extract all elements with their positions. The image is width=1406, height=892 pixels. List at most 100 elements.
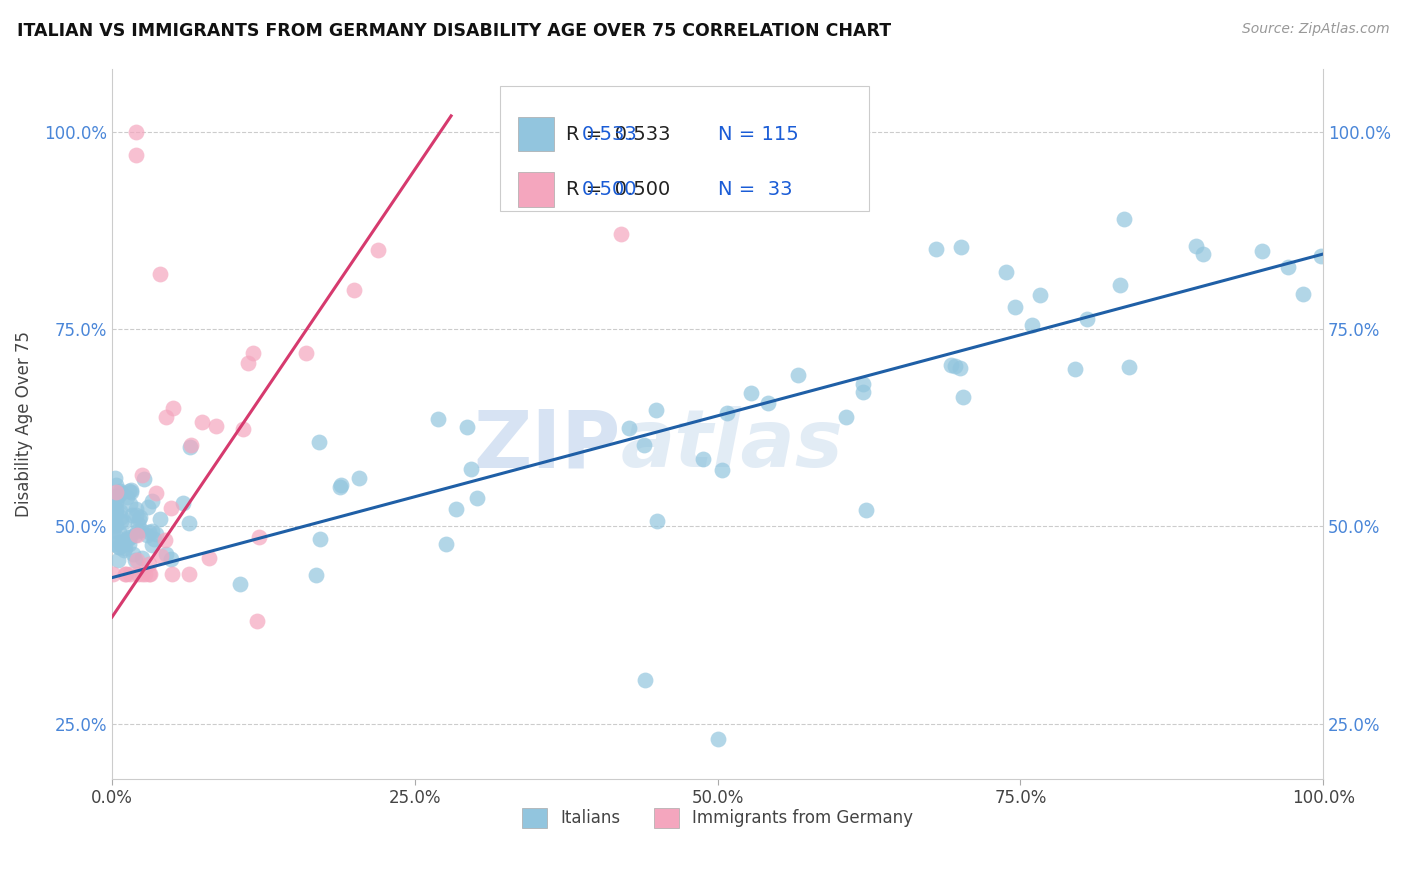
Point [110,509,132,524]
Point [103,495,125,509]
FancyBboxPatch shape [499,87,869,211]
Point [112,516,135,530]
Point [107,490,129,504]
Point [122,547,145,561]
Point [110,514,132,528]
Point [121,508,143,522]
Point [120,484,142,499]
Point [103,497,125,511]
Point [634,673,657,688]
Point [104,491,127,505]
Point [103,537,125,551]
Point [952,390,974,404]
Point [103,516,125,530]
Point [740,385,762,400]
Point [127,528,149,542]
Point [117,490,139,504]
Point [131,467,153,482]
Point [1004,300,1026,314]
Point [110,484,132,499]
Point [852,384,875,399]
Point [855,503,877,517]
Point [308,435,330,450]
Point [105,478,128,492]
Point [706,732,728,747]
Point [177,566,200,581]
Point [129,523,152,537]
Point [179,440,201,454]
Point [1277,260,1299,274]
Point [434,537,457,551]
Point [125,148,148,162]
Point [110,486,132,500]
Point [107,552,129,566]
Point [118,537,141,551]
Bar [517,118,554,152]
Point [104,508,127,522]
Text: R =  0.500: R = 0.500 [567,180,671,199]
Point [118,483,141,498]
Point [104,495,127,509]
Point [141,494,163,508]
Point [786,368,808,382]
Point [108,504,131,518]
Point [1029,288,1052,302]
Text: 0.500: 0.500 [582,180,637,199]
Text: ZIP: ZIP [474,406,620,484]
Point [128,512,150,526]
Point [160,566,183,581]
Point [127,553,149,567]
Point [117,532,139,546]
Point [129,510,152,524]
Point [939,358,962,372]
Point [103,566,125,581]
Point [347,471,370,485]
Point [141,538,163,552]
Point [108,541,131,555]
Point [1118,360,1140,375]
Point [1292,286,1315,301]
Point [1191,247,1213,261]
Point [232,422,254,436]
Point [204,418,226,433]
Point [159,500,181,515]
Point [330,478,353,492]
Point [1021,318,1043,332]
Point [852,377,875,392]
Point [943,359,966,373]
Point [756,396,779,410]
Point [103,517,125,532]
Point [125,501,148,516]
Point [138,524,160,539]
Point [465,491,488,506]
Point [108,535,131,549]
Point [155,547,177,561]
Point [198,550,221,565]
Text: ITALIAN VS IMMIGRANTS FROM GERMANY DISABILITY AGE OVER 75 CORRELATION CHART: ITALIAN VS IMMIGRANTS FROM GERMANY DISAB… [17,22,891,40]
Point [427,412,450,426]
Point [142,532,165,546]
Point [949,361,972,376]
Point [456,419,478,434]
Point [145,485,167,500]
Point [136,500,159,515]
Point [138,558,160,572]
Point [118,497,141,511]
Point [115,566,138,581]
Text: N = 115: N = 115 [717,125,799,144]
Point [149,512,172,526]
Point [110,537,132,551]
Point [105,504,128,518]
Point [711,463,734,477]
Point [924,242,946,256]
Point [149,267,172,281]
Legend: Italians, Immigrants from Germany: Italians, Immigrants from Germany [516,801,920,835]
Text: atlas: atlas [620,406,844,484]
Point [125,125,148,139]
Point [131,566,153,581]
Point [114,566,136,581]
Point [124,528,146,542]
Point [633,438,655,452]
Point [367,243,389,257]
Point [127,524,149,539]
